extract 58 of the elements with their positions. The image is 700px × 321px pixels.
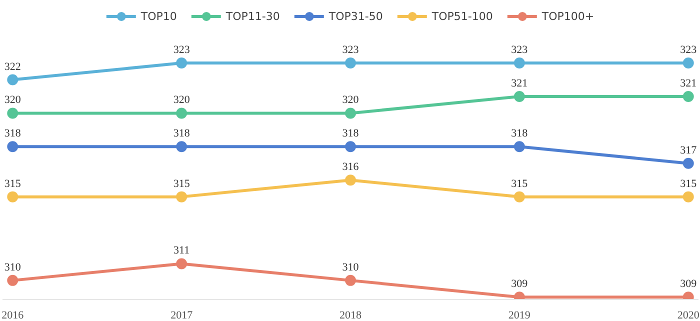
point [7,108,18,119]
data-label: 323 [173,44,190,56]
data-label: 318 [342,128,360,140]
point [345,174,356,186]
point [176,58,188,69]
data-label: 309 [680,278,698,290]
data-label: 315 [511,178,528,190]
point [682,191,694,202]
data-label: 323 [511,44,528,56]
point [682,90,694,102]
legend-label: TOP51-100 [432,10,493,22]
data-label: 320 [4,94,22,106]
x-tick-label: 2016 [2,310,24,321]
data-label: 310 [4,261,22,274]
x-tick-label: 2018 [340,310,362,321]
point [7,74,18,86]
point [7,141,18,152]
point [682,158,694,169]
data-label: 318 [511,128,528,140]
data-label: 321 [680,77,697,90]
data-label: 318 [173,128,190,140]
x-tick-label: 2020 [677,310,700,321]
point [682,58,694,69]
data-label: 315 [4,178,22,190]
data-label: 315 [173,178,190,190]
point [514,141,525,152]
data-label: 315 [680,178,698,190]
point [176,108,188,119]
point [514,58,525,69]
data-label: 323 [680,44,698,56]
point [176,141,188,152]
data-label: 322 [4,60,21,73]
data-label: 318 [4,128,22,140]
data-label: 320 [342,94,360,106]
point [176,191,188,202]
data-label: 309 [511,278,528,290]
point [514,90,525,102]
point [7,274,18,286]
legend-label: TOP100+ [542,10,594,22]
x-tick-label: 2017 [170,310,194,321]
legend-label: TOP31-50 [328,10,383,22]
point [514,191,525,202]
data-label: 316 [342,161,360,174]
point [345,108,356,119]
data-label: 310 [342,261,360,274]
point [7,191,18,202]
data-label: 321 [511,77,528,90]
point [345,58,356,69]
data-label: 317 [680,144,698,156]
point [345,141,356,152]
legend-label: TOP10 [140,10,177,22]
point [345,274,356,286]
data-label: 323 [342,44,360,56]
data-label: 320 [173,94,190,106]
legend-label: TOP11-30 [226,10,280,22]
x-tick-label: 2019 [508,310,531,321]
point [176,258,188,270]
data-label: 311 [174,244,190,257]
